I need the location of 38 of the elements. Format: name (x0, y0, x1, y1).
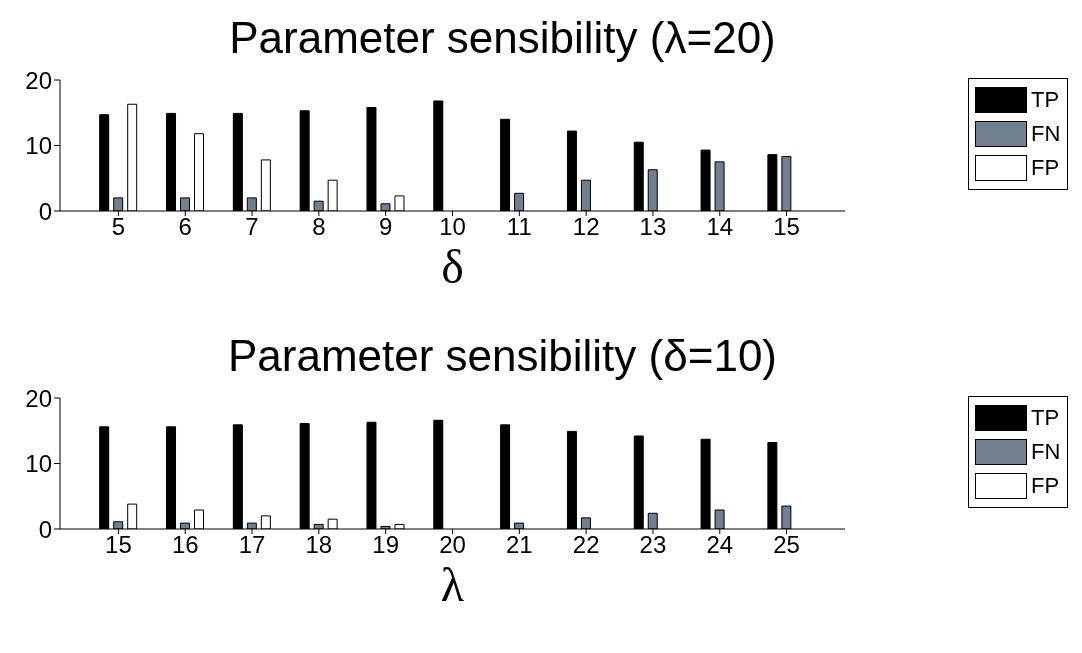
x-tick-label: 15 (105, 531, 132, 559)
legend-label: FN (1031, 439, 1061, 465)
x-tick-label: 25 (773, 531, 800, 559)
x-tick-label: 14 (706, 213, 734, 241)
y-tick-label: 20 (25, 384, 52, 412)
legend-label: TP (1031, 405, 1060, 431)
legend-label: TP (1031, 87, 1060, 113)
x-tick-label: 24 (706, 531, 734, 559)
x-tick-label: 11 (506, 213, 532, 241)
x-tick-label: 9 (379, 213, 393, 241)
legend-label: FP (1031, 473, 1060, 499)
legend-label: FP (1031, 155, 1060, 181)
x-tick-label: 15 (773, 213, 800, 241)
chart-title: Parameter sensibility (λ=20) (228, 12, 777, 64)
y-tick-label: 0 (38, 197, 52, 225)
x-tick-label: 19 (372, 531, 400, 559)
y-tick-label: 0 (38, 515, 52, 543)
x-tick-label: 8 (312, 213, 326, 241)
y-tick-label: 10 (25, 450, 52, 478)
x-tick-label: 21 (505, 531, 533, 559)
x-tick-label: 13 (639, 213, 667, 241)
x-tick-label: 6 (178, 213, 192, 241)
x-axis-title: δ (441, 240, 464, 294)
y-tick-label: 10 (25, 132, 52, 160)
y-tick-label: 20 (25, 66, 52, 94)
x-tick-label: 7 (245, 213, 259, 241)
x-tick-label: 16 (171, 531, 199, 559)
x-tick-label: 22 (572, 531, 600, 559)
x-axis-title: λ (440, 558, 465, 612)
x-tick-label: 17 (238, 531, 266, 559)
x-tick-label: 10 (439, 213, 466, 241)
chart-title: Parameter sensibility (δ=10) (226, 330, 778, 382)
x-tick-label: 5 (111, 213, 126, 241)
x-tick-label: 18 (305, 531, 333, 559)
x-tick-label: 23 (639, 531, 667, 559)
x-tick-label: 20 (439, 531, 466, 559)
legend-label: FN (1031, 121, 1061, 147)
x-tick-label: 12 (572, 213, 600, 241)
